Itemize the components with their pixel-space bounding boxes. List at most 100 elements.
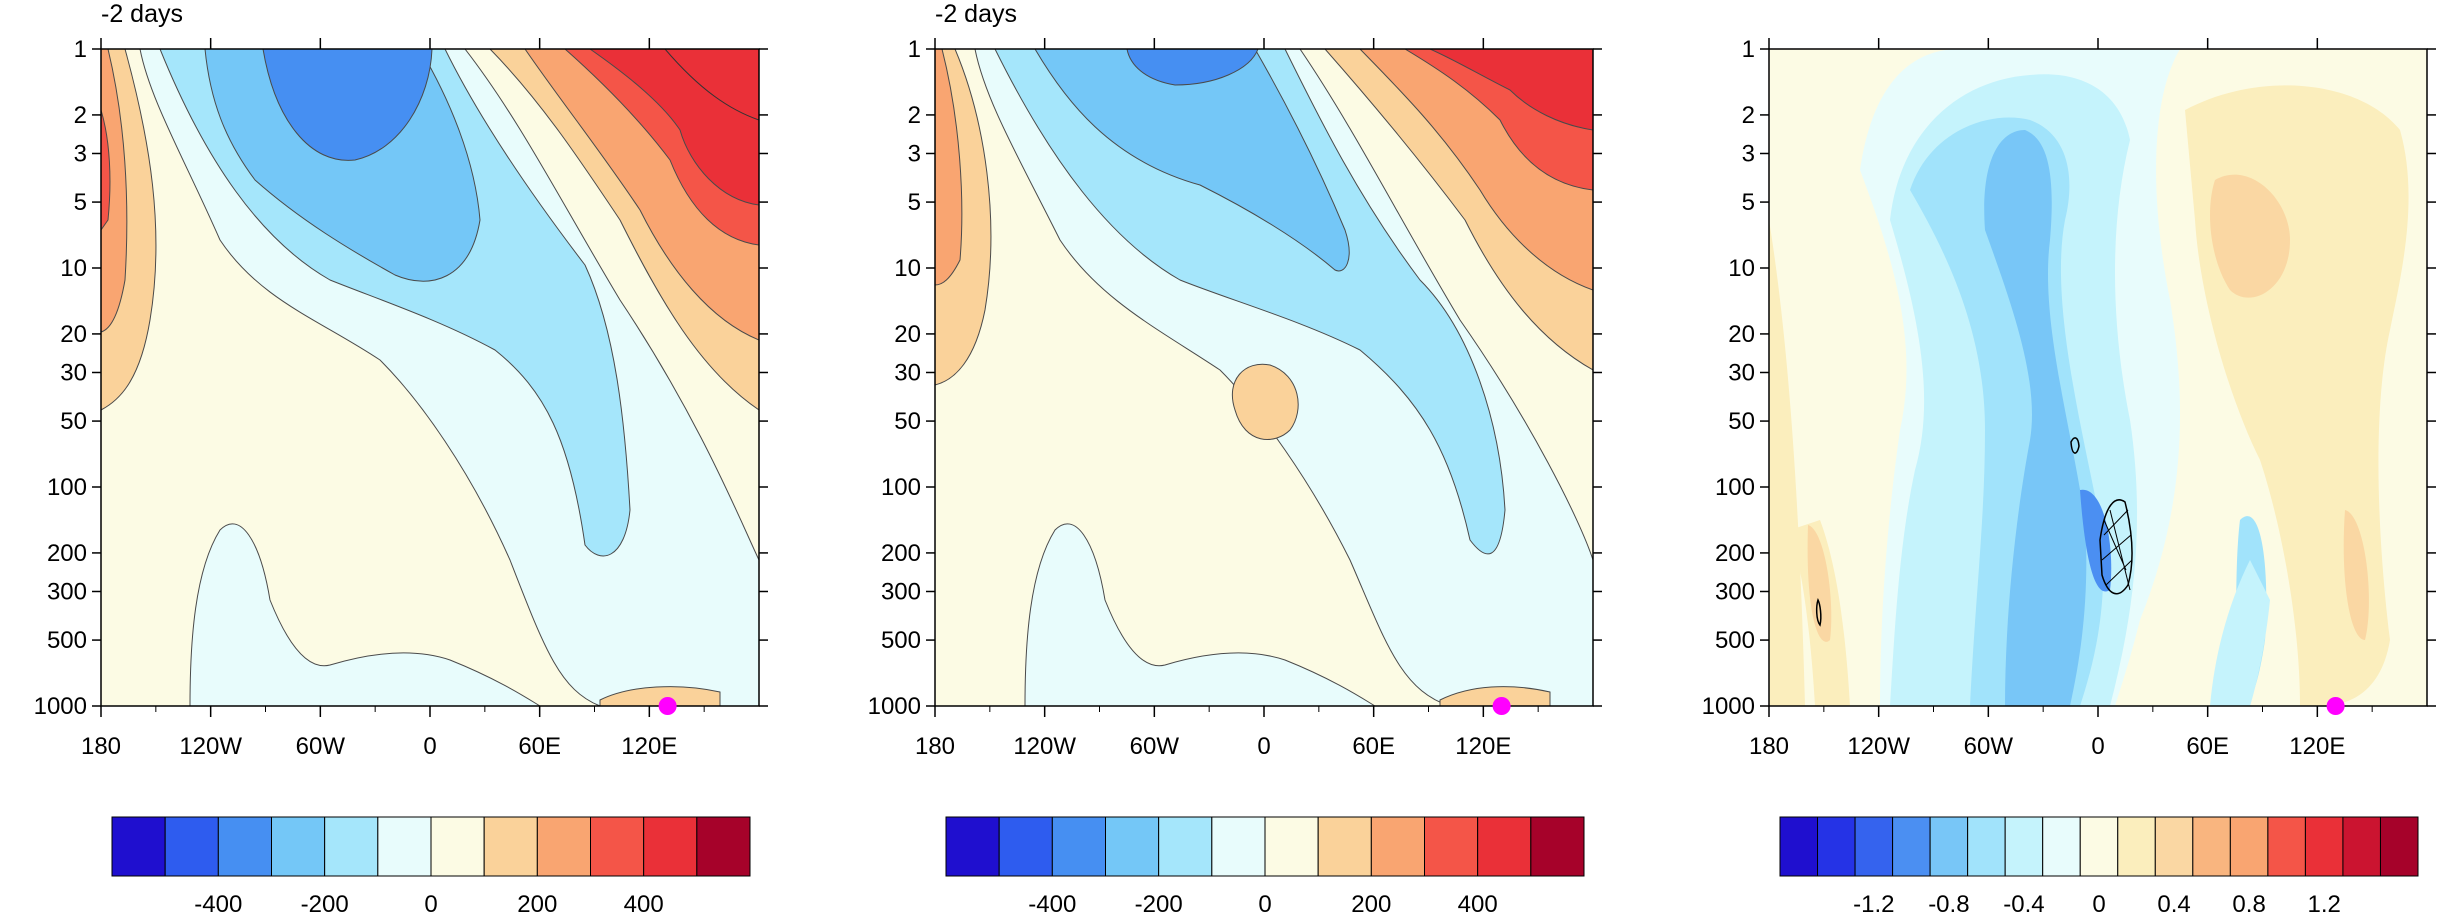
y-tick-label: 2 bbox=[908, 102, 921, 129]
panel-2-xticks: 180 120W 60W 0 60E 120E bbox=[915, 38, 1539, 760]
y-tick-label: 500 bbox=[881, 627, 921, 654]
y-tick-label: 1000 bbox=[34, 693, 87, 720]
colorbar-box bbox=[2192, 816, 2231, 877]
x-tick-label: 60W bbox=[1130, 733, 1180, 760]
y-tick-label: 3 bbox=[908, 140, 921, 167]
y-tick-label: 2 bbox=[1742, 102, 1755, 129]
panel-2-title: -2 days bbox=[935, 0, 1017, 28]
panel-3-colorbar: -1.2 -0.8 -0.4 0 0.4 0.8 1.2 bbox=[1779, 816, 2419, 917]
panel-2: -2 days 1 2 3 5 10 20 30 50 100 200 300 500 1000 180… bbox=[868, 0, 1602, 917]
y-tick-label: 10 bbox=[60, 255, 87, 282]
colorbar-box bbox=[998, 816, 1053, 877]
panel-2-contour-field bbox=[935, 49, 1593, 706]
colorbar-label: 1.2 bbox=[2307, 891, 2340, 917]
colorbar-box bbox=[696, 816, 751, 877]
colorbar-box bbox=[1779, 816, 1819, 877]
colorbar-box bbox=[1929, 816, 1969, 877]
colorbar-box bbox=[2229, 816, 2269, 877]
colorbar-label: -400 bbox=[194, 891, 242, 917]
colorbar-box bbox=[2079, 816, 2119, 877]
y-tick-label: 5 bbox=[74, 189, 87, 216]
colorbar-label: 400 bbox=[1458, 891, 1498, 917]
colorbar-label: 0.4 bbox=[2157, 891, 2190, 917]
colorbar-box bbox=[590, 816, 645, 877]
colorbar-box bbox=[1158, 816, 1213, 877]
y-tick-label: 20 bbox=[60, 321, 87, 348]
y-tick-label: 1 bbox=[908, 36, 921, 63]
y-tick-label: 5 bbox=[908, 189, 921, 216]
panel-1-title: -2 days bbox=[101, 0, 183, 28]
colorbar-box bbox=[111, 816, 166, 877]
colorbar-box bbox=[164, 816, 219, 877]
x-tick-label: 120E bbox=[2289, 733, 2345, 760]
panel-1-marker bbox=[658, 697, 677, 715]
colorbar-box bbox=[643, 816, 698, 877]
y-tick-label: 2 bbox=[74, 102, 87, 129]
y-tick-label: 10 bbox=[894, 255, 921, 282]
panel-2-colorbar: -400 -200 0 200 400 bbox=[945, 816, 1585, 917]
panel-1-contour-field bbox=[101, 49, 759, 706]
colorbar-label: 0 bbox=[1258, 891, 1271, 917]
colorbar-box bbox=[2154, 816, 2194, 877]
colorbar-box bbox=[1854, 816, 1894, 877]
x-tick-label: 60E bbox=[2186, 733, 2229, 760]
colorbar-box bbox=[536, 816, 591, 877]
colorbar-label: 0 bbox=[424, 891, 437, 917]
colorbar-box bbox=[1317, 816, 1372, 877]
y-tick-label: 1000 bbox=[1702, 693, 1755, 720]
x-tick-label: 180 bbox=[81, 733, 121, 760]
x-tick-label: 120W bbox=[179, 733, 242, 760]
colorbar-label: -200 bbox=[1135, 891, 1183, 917]
panel-1: -2 days 1 2 3 5 10 20 30 50 bbox=[34, 0, 768, 917]
x-tick-label: 60W bbox=[1964, 733, 2014, 760]
y-tick-label: 100 bbox=[47, 474, 87, 501]
colorbar-label: 400 bbox=[624, 891, 664, 917]
colorbar-label: 200 bbox=[1351, 891, 1391, 917]
colorbar-box bbox=[2379, 816, 2419, 877]
x-tick-label: 120W bbox=[1013, 733, 1076, 760]
x-tick-label: 120W bbox=[1847, 733, 1910, 760]
colorbar-label: -1.2 bbox=[1853, 891, 1894, 917]
colorbar-label: -400 bbox=[1028, 891, 1076, 917]
colorbar-label: -0.8 bbox=[1928, 891, 1969, 917]
colorbar-box bbox=[2042, 816, 2081, 877]
panel-2-yticks: 1 2 3 5 10 20 30 50 100 200 300 500 1000 bbox=[868, 36, 1602, 720]
panel-3: 1 2 3 5 10 20 30 50 100 200 300 500 1000 180 120W 60W 0… bbox=[1702, 36, 2436, 917]
y-tick-label: 30 bbox=[894, 359, 921, 386]
y-tick-label: 20 bbox=[894, 321, 921, 348]
colorbar-box bbox=[1264, 816, 1319, 877]
colorbar-box bbox=[1967, 816, 2006, 877]
panel-3-yticks: 1 2 3 5 10 20 30 50 100 200 300 500 1000 bbox=[1702, 36, 2436, 720]
colorbar-box bbox=[483, 816, 538, 877]
y-tick-label: 100 bbox=[1715, 474, 1755, 501]
colorbar-box bbox=[1211, 816, 1266, 877]
y-tick-label: 200 bbox=[881, 540, 921, 567]
y-tick-label: 50 bbox=[1728, 408, 1755, 435]
panel-3-contour-field bbox=[1769, 49, 2427, 706]
colorbar-box bbox=[1817, 816, 1856, 877]
y-tick-label: 3 bbox=[74, 140, 87, 167]
y-tick-label: 50 bbox=[60, 408, 87, 435]
colorbar-box bbox=[2304, 816, 2344, 877]
panel-1-yticks: 1 2 3 5 10 20 30 50 100 200 300 500 1000 bbox=[34, 36, 768, 720]
colorbar-box bbox=[2004, 816, 2044, 877]
colorbar-label: 0 bbox=[2092, 891, 2105, 917]
y-tick-label: 200 bbox=[1715, 540, 1755, 567]
colorbar-label: -200 bbox=[301, 891, 349, 917]
panel-2-marker bbox=[1492, 697, 1511, 715]
y-tick-label: 200 bbox=[47, 540, 87, 567]
panel-3-marker bbox=[2326, 697, 2345, 715]
x-tick-label: 120E bbox=[621, 733, 677, 760]
x-tick-label: 0 bbox=[2091, 733, 2104, 760]
y-tick-label: 500 bbox=[47, 627, 87, 654]
panel-1-xticks: 180 120W 60W 0 60E 120E bbox=[81, 38, 705, 760]
colorbar-label: 0.8 bbox=[2232, 891, 2265, 917]
colorbar-label: -0.4 bbox=[2003, 891, 2044, 917]
colorbar-box bbox=[430, 816, 485, 877]
x-tick-label: 180 bbox=[915, 733, 955, 760]
x-tick-label: 180 bbox=[1749, 733, 1789, 760]
colorbar-label: 200 bbox=[517, 891, 557, 917]
x-tick-label: 60E bbox=[518, 733, 561, 760]
colorbar-box bbox=[271, 816, 326, 877]
y-tick-label: 500 bbox=[1715, 627, 1755, 654]
